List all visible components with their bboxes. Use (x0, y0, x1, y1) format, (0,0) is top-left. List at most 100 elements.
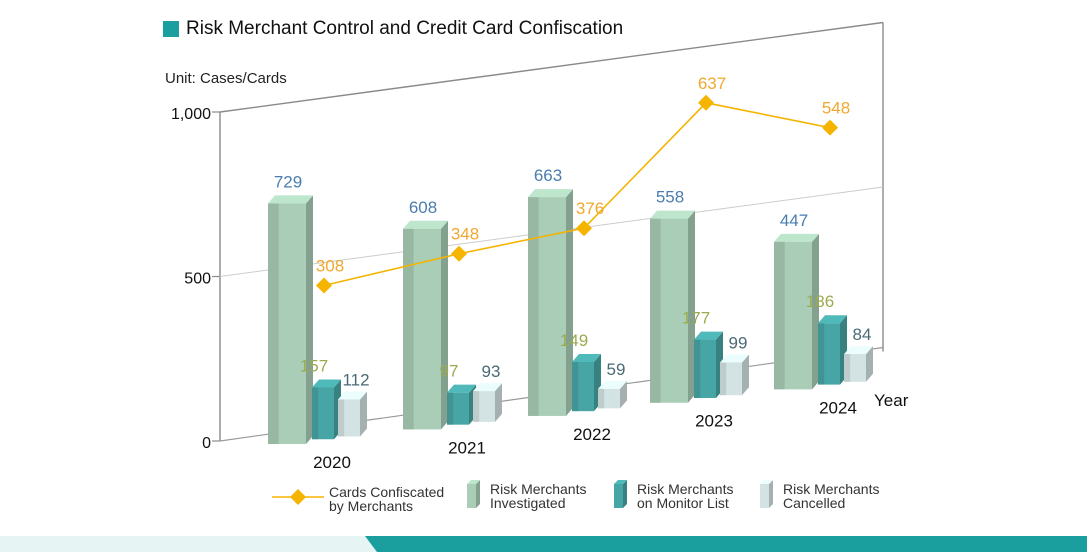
bar-monitor-2020 (312, 379, 341, 440)
bar-monitor-2022 (572, 353, 601, 412)
bar-cancelled-2021-shade (473, 391, 480, 422)
x-tick-label-2023: 2023 (695, 412, 733, 431)
footer-accent (365, 536, 1087, 552)
bar-monitor-2020-shade (312, 387, 319, 440)
legend-swatch-side (476, 480, 480, 508)
label-cancelled-2023: 99 (729, 334, 748, 353)
bar-cancelled-2024-top (844, 346, 873, 355)
y-tick-label: 500 (184, 271, 211, 288)
label-line-2021: 348 (451, 225, 479, 244)
bar-investigated-2023-shade (650, 218, 661, 403)
x-tick-label-2020: 2020 (313, 453, 351, 472)
bar-cancelled-2021 (473, 383, 502, 422)
bar-cancelled-2022 (598, 380, 627, 409)
title-square-icon (163, 21, 179, 37)
bar-investigated-2024 (774, 233, 819, 390)
bar-cancelled-2020 (338, 391, 367, 437)
legend-swatch-monitor (614, 480, 627, 508)
legend-swatch-investigated (467, 480, 480, 508)
line-point-2021 (451, 245, 467, 262)
label-cancelled-2020: 112 (342, 370, 369, 389)
line-point-2022 (576, 220, 592, 237)
x-tick-label-2022: 2022 (573, 425, 611, 444)
bar-investigated-2022-shade (528, 197, 539, 416)
legend-swatch-front (760, 484, 769, 508)
line-point-2020 (316, 277, 332, 294)
bar-cancelled-2021-side (495, 383, 502, 422)
line-cards-confiscated (323, 101, 831, 287)
bar-investigated-2021-side (441, 220, 448, 430)
label-monitor-2021: 97 (440, 362, 459, 381)
bar-investigated-2021 (403, 220, 448, 430)
bar-investigated-2023 (650, 210, 695, 403)
bar-investigated-2020-shade (268, 203, 279, 444)
bar-investigated-2024-top (774, 233, 819, 242)
bar-cancelled-2023-top (720, 354, 749, 363)
bar-cancelled-2023 (720, 354, 749, 396)
label-monitor-2020: 157 (300, 356, 328, 375)
label-monitor-2024: 186 (806, 292, 834, 311)
bar-investigated-2022-side (566, 189, 573, 416)
bar-monitor-2021-shade (447, 392, 454, 425)
label-investigated-2023: 558 (656, 188, 684, 207)
unit-label: Unit: Cases/Cards (165, 70, 287, 87)
legend-label-line2-1: Investigated (490, 495, 566, 511)
legend-label-line1-0: Cards Confiscated (329, 484, 444, 500)
label-investigated-2024: 447 (780, 211, 808, 230)
bar-cancelled-2022-top (598, 380, 627, 389)
bar-monitor-2023-top (694, 331, 723, 340)
legend-label-line1-3: Risk Merchants (783, 481, 879, 497)
bar-cancelled-2022-side (620, 380, 627, 409)
label-investigated-2020: 729 (274, 172, 302, 191)
bar-investigated-2020-side (306, 195, 313, 444)
label-investigated-2022: 663 (534, 166, 562, 185)
bar-cancelled-2020-shade (338, 399, 345, 437)
bar-cancelled-2023-shade (720, 362, 727, 396)
legend-swatch-front (614, 484, 623, 508)
bar-cancelled-2020-side (360, 391, 367, 437)
bar-cancelled-2024-shade (844, 354, 851, 382)
bar-cancelled-2022-shade (598, 388, 605, 409)
bar-monitor-2022-shade (572, 361, 579, 412)
legend-label-line2-3: Cancelled (783, 495, 845, 511)
x-axis-title: Year (874, 391, 909, 410)
legend-label-line1-2: Risk Merchants (637, 481, 733, 497)
bar-monitor-2021-top (447, 384, 476, 393)
bar-cancelled-2021-top (473, 383, 502, 392)
label-cancelled-2022: 59 (607, 360, 626, 379)
bar-cancelled-2024 (844, 346, 873, 382)
back-wall-top (219, 21, 884, 113)
legend-swatch-front (467, 484, 476, 508)
line-point-2023 (698, 94, 714, 111)
bar-monitor-2023 (694, 331, 723, 398)
y-tick-label: 0 (202, 435, 211, 452)
bar-investigated-2022-top (528, 189, 573, 198)
label-investigated-2021: 608 (409, 198, 437, 217)
label-line-2023: 637 (698, 74, 726, 93)
bar-monitor-2020-top (312, 379, 341, 388)
legend-swatch-top (467, 480, 480, 484)
label-monitor-2022: 149 (560, 331, 588, 350)
bar-cancelled-2024-side (866, 346, 873, 382)
legend-swatch-top (760, 480, 773, 484)
bar-monitor-2024-shade (818, 323, 825, 385)
bar-investigated-2020 (268, 195, 313, 444)
bar-cancelled-2023-side (742, 354, 749, 396)
legend-swatch-side (769, 480, 773, 508)
label-line-2024: 548 (822, 99, 850, 118)
bar-investigated-2024-side (812, 233, 819, 390)
bar-investigated-2023-top (650, 210, 695, 219)
label-line-2022: 376 (576, 199, 604, 218)
legend-swatch-side (623, 480, 627, 508)
x-tick-label-2024: 2024 (819, 398, 857, 417)
bar-investigated-2023-side (688, 210, 695, 403)
bar-investigated-2021-top (403, 220, 448, 229)
bar-monitor-2024-top (818, 315, 847, 324)
bar-investigated-2024-shade (774, 241, 785, 390)
bar-investigated-2022 (528, 189, 573, 416)
label-cancelled-2024: 84 (853, 325, 872, 344)
legend-label-line2-2: on Monitor List (637, 495, 729, 511)
legend-swatch-top (614, 480, 627, 484)
bar-monitor-2023-shade (694, 339, 701, 398)
